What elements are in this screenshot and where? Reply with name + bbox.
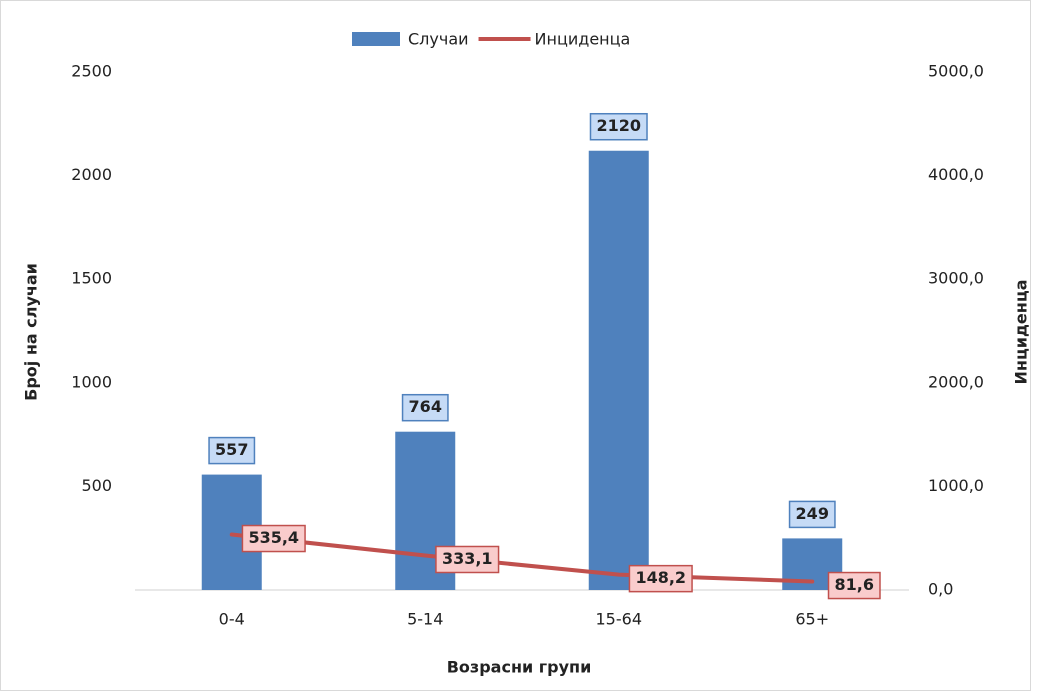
y-tick-label: 1500: [71, 269, 112, 288]
y2-tick-label: 5000,0: [928, 62, 984, 81]
bar-value-label: 764: [409, 397, 442, 416]
line: [229, 532, 815, 584]
y-tick-label: 500: [81, 476, 112, 495]
y-tick-label: 1000: [71, 372, 112, 391]
bar-value-label-box: [401, 393, 449, 422]
bar-value-label: 249: [796, 504, 829, 523]
y2-axis-title: Инциденца: [1012, 280, 1031, 385]
x-axis-title: Возрасни групи: [447, 658, 592, 677]
y2-tick-label: 1000,0: [928, 476, 984, 495]
y2-tick-label: 4000,0: [928, 165, 984, 184]
bar-value-label-box: [788, 500, 836, 529]
bar-value-label-box: [208, 436, 256, 465]
y2-tick-label: 2000,0: [928, 372, 984, 391]
line-value-label: 81,6: [835, 575, 874, 594]
y-axis-title: Број на случаи: [22, 263, 41, 401]
y-tick-label: 2000: [71, 165, 112, 184]
line-value-label-box: [628, 564, 693, 593]
line-value-label-box: [435, 545, 500, 574]
line-value-label: 535,4: [248, 528, 299, 547]
legend-label: Инциденца: [535, 30, 631, 49]
y2-tick-label: 0,0: [928, 580, 953, 599]
x-tick-label: 65+: [795, 610, 829, 629]
x-tick-label: 15-64: [596, 610, 643, 629]
line-value-label: 148,2: [635, 568, 686, 587]
x-tick-label: 5-14: [407, 610, 443, 629]
line-value-label-box: [241, 524, 306, 553]
bar-value-label-box: [589, 112, 648, 141]
bar-value-label: 557: [215, 440, 248, 459]
legend-label: Случаи: [408, 30, 469, 49]
y2-tick-label: 3000,0: [928, 269, 984, 288]
line-value-label: 333,1: [442, 549, 493, 568]
bar-value-label: 2120: [596, 116, 641, 135]
y-tick-label: 2500: [71, 62, 112, 81]
bar: [588, 150, 649, 590]
x-tick-label: 0-4: [219, 610, 245, 629]
legend-swatch: [352, 32, 400, 46]
line-value-label-box: [827, 571, 881, 600]
